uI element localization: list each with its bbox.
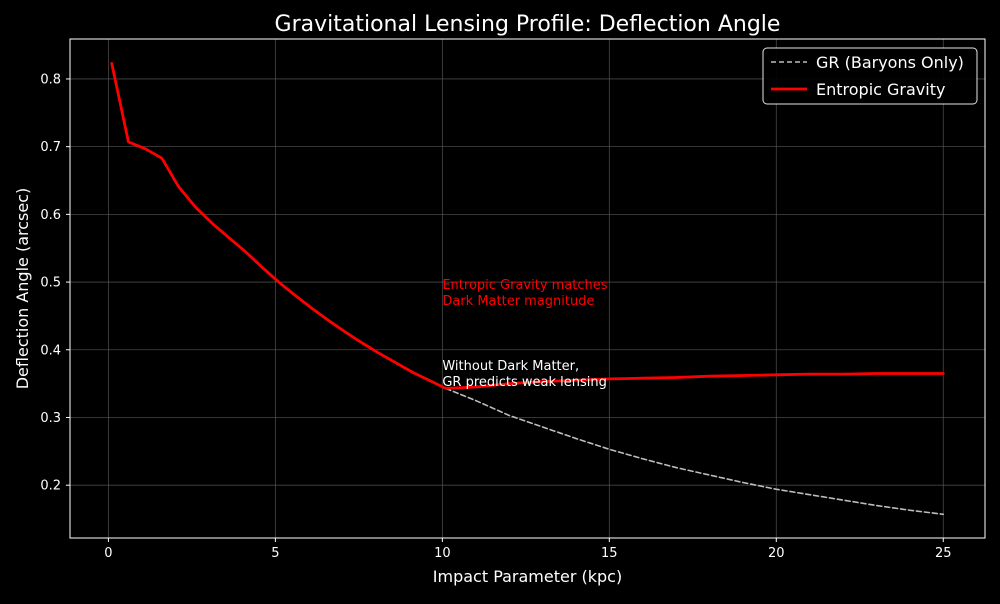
y-tick-label: 0.8 bbox=[40, 72, 61, 87]
grid-layer bbox=[70, 39, 985, 538]
x-tick-label: 5 bbox=[271, 546, 279, 561]
x-tick-label: 25 bbox=[935, 546, 952, 561]
gr-annotation-line: Without Dark Matter, bbox=[442, 359, 579, 374]
gr-annotation-line: GR predicts weak lensing bbox=[442, 375, 607, 390]
legend-box bbox=[762, 47, 978, 105]
y-tick-label: 0.3 bbox=[40, 411, 61, 426]
y-tick-label: 0.6 bbox=[40, 208, 61, 223]
entropic-annotation-line: Entropic Gravity matches bbox=[442, 278, 607, 293]
entropic-annotation: Entropic Gravity matches Dark Matter magn… bbox=[442, 278, 607, 309]
legend-label-gr: GR (Baryons Only) bbox=[816, 53, 964, 72]
x-tick-label: 20 bbox=[768, 546, 785, 561]
y-tick-label: 0.2 bbox=[40, 479, 61, 494]
x-tick-label: 10 bbox=[434, 546, 451, 561]
series-layer bbox=[110, 61, 945, 516]
legend: GR (Baryons Only) Entropic Gravity bbox=[762, 47, 978, 105]
y-tick-label: 0.5 bbox=[40, 276, 61, 291]
x-tick-label: 15 bbox=[601, 546, 618, 561]
chart-title: Gravitational Lensing Profile: Deflectio… bbox=[275, 12, 781, 37]
entropic-annotation-line: Dark Matter magnitude bbox=[442, 294, 594, 309]
entropic-gravity-line bbox=[110, 61, 945, 390]
plot-frame bbox=[69, 38, 986, 539]
x-axis-label: Impact Parameter (kpc) bbox=[433, 567, 622, 586]
gr-annotation: Without Dark Matter, GR predicts weak len… bbox=[442, 359, 607, 390]
y-tick-label: 0.7 bbox=[40, 140, 61, 155]
annotation-layer: Entropic Gravity matches Dark Matter magn… bbox=[442, 278, 607, 390]
legend-label-entropic: Entropic Gravity bbox=[816, 80, 945, 99]
y-tick-label: 0.4 bbox=[40, 343, 61, 358]
x-tick-label: 0 bbox=[104, 546, 112, 561]
tick-layer: 0 5 10 15 20 25 0.2 0.3 0.4 0.5 0.6 0.7 0.8 bbox=[40, 72, 951, 561]
y-axis-label: Deflection Angle (arcsec) bbox=[13, 188, 32, 390]
